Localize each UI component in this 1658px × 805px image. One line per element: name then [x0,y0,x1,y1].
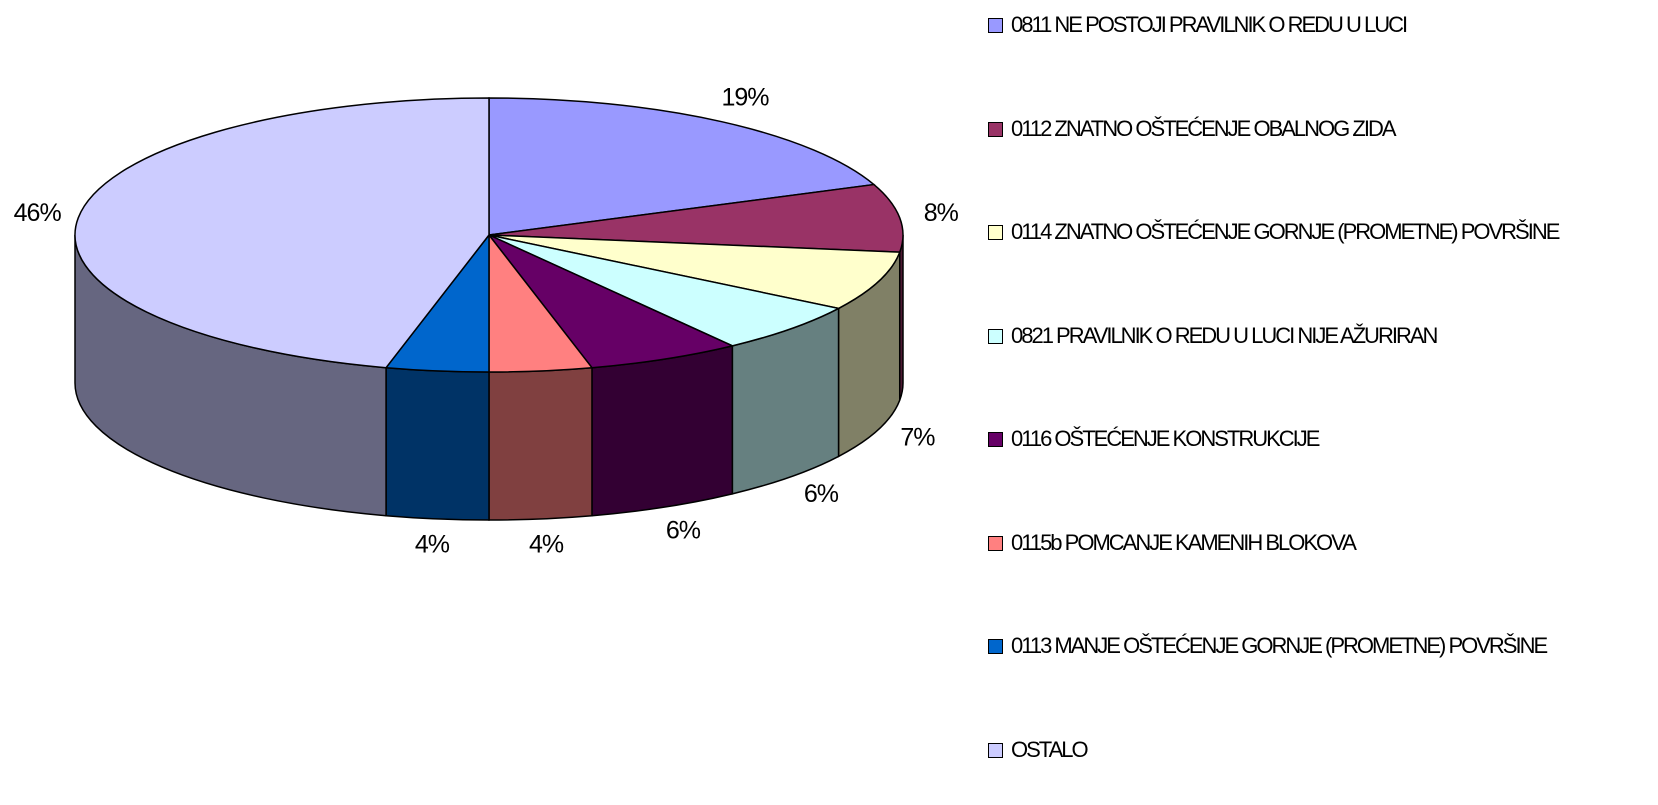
data-label: 19% [721,84,769,112]
legend-swatch [988,535,1003,551]
data-label: 7% [900,423,935,451]
data-label: 6% [804,480,839,508]
pie-slice [74,97,490,369]
legend-swatch [988,639,1003,654]
legend-label: 0821 PRAVILNIK O REDU U LUCI NIJE AŽURIR… [1011,322,1438,348]
pie-tops [74,97,904,373]
data-label: 6% [666,516,701,544]
legend-label: OSTALO [1011,736,1089,762]
data-label: 4% [415,531,450,559]
legend-item: 0113 MANJE OŠTEĆENJE GORNJE (PROMETNE) P… [988,629,1588,663]
legend-item: 0114 ZNATNO OŠTEĆENJE GORNJE (PROMETNE) … [988,215,1588,249]
pie-slice [488,234,901,310]
legend-swatch [988,328,1003,344]
legend-swatch [988,742,1003,758]
pie-side [385,366,490,521]
pie-side [591,344,734,517]
legend-label: 0811 NE POSTOJI PRAVILNIK O REDU U LUCI [1011,12,1408,37]
data-label: 4% [529,531,564,559]
legend-label: 0115b POMCANJE KAMENIH BLOKOVA [1011,529,1357,555]
legend-item: 0116 OŠTEĆENJE KONSTRUKCIJE [988,422,1588,456]
legend-label: 0116 OŠTEĆENJE KONSTRUKCIJE [1011,426,1320,451]
legend-swatch [988,18,1003,33]
data-label: 8% [924,199,959,227]
legend-swatch [988,432,1003,447]
legend-label: 0114 ZNATNO OŠTEĆENJE GORNJE (PROMETNE) … [1011,219,1560,244]
pie-slice [488,183,904,253]
legend-swatch [988,121,1003,137]
legend-label: 0113 MANJE OŠTEĆENJE GORNJE (PROMETNE) P… [1011,633,1548,658]
chart: 19% 8% 7% 6% 6% 4% 4% 46% [14,84,960,559]
legend-item: 0821 PRAVILNIK O REDU U LUCI NIJE AŽURIR… [988,319,1588,353]
pie-side [488,366,593,521]
pie-slice [488,234,841,347]
legend-item: 0811 NE POSTOJI PRAVILNIK O REDU U LUCI [988,8,1588,42]
legend-item: OSTALO [988,733,1588,767]
legend-label: 0112 ZNATNO OŠTEĆENJE OBALNOG ZIDA [1011,115,1397,141]
legend-swatch [988,225,1003,240]
data-labels: 19% 8% 7% 6% 6% 4% 4% 46% [14,84,960,559]
data-label: 46% [14,199,62,227]
pie-slice [488,97,876,236]
pie-slice [488,234,735,369]
legend-item: 0115b POMCANJE KAMENIH BLOKOVA [988,526,1588,560]
legend-item: 0112 ZNATNO OŠTEĆENJE OBALNOG ZIDA [988,112,1588,146]
